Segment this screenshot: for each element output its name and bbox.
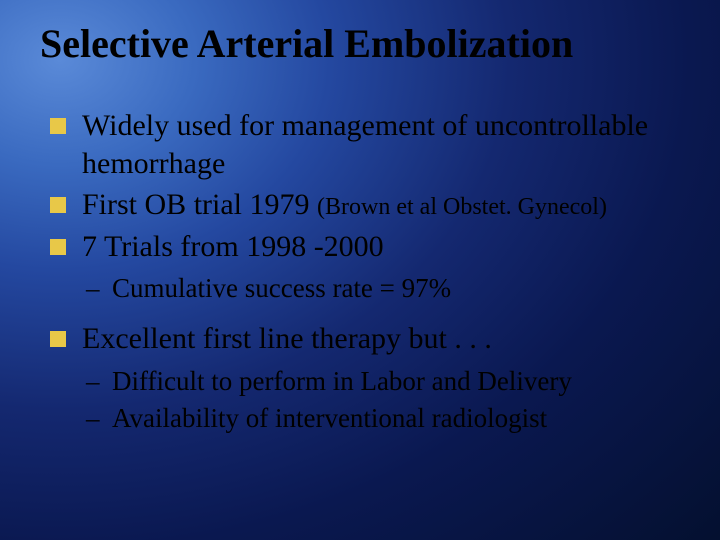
bullet-item: First OB trial 1979 (Brown et al Obstet.…	[50, 186, 690, 224]
bullet-item: 7 Trials from 1998 -2000	[50, 228, 690, 266]
sub-bullet-item: Difficult to perform in Labor and Delive…	[50, 364, 690, 399]
bullet-item: Excellent first line therapy but . . .	[50, 320, 690, 358]
sub-bullet-list: Cumulative success rate = 97%	[50, 271, 690, 306]
sub-bullet-list: Difficult to perform in Labor and Delive…	[50, 364, 690, 436]
sub-bullet-item: Availability of interventional radiologi…	[50, 401, 690, 436]
bullet-text: 7 Trials from 1998 -2000	[82, 230, 384, 263]
bullet-citation: (Brown et al Obstet. Gynecol)	[317, 194, 607, 220]
bullet-text: First OB trial 1979	[82, 188, 317, 221]
sub-bullet-text: Availability of interventional radiologi…	[112, 403, 547, 433]
bullet-item: Widely used for management of uncontroll…	[50, 107, 690, 182]
bullet-text: Widely used for management of uncontroll…	[82, 109, 648, 180]
bullet-list: Excellent first line therapy but . . .	[50, 320, 690, 358]
sub-bullet-text: Cumulative success rate = 97%	[112, 273, 451, 303]
sub-bullet-item: Cumulative success rate = 97%	[50, 271, 690, 306]
sub-bullet-text: Difficult to perform in Labor and Delive…	[112, 366, 572, 396]
bullet-list: Widely used for management of uncontroll…	[50, 107, 690, 265]
slide-title: Selective Arterial Embolization	[40, 20, 690, 67]
bullet-text: Excellent first line therapy but . . .	[82, 322, 492, 355]
